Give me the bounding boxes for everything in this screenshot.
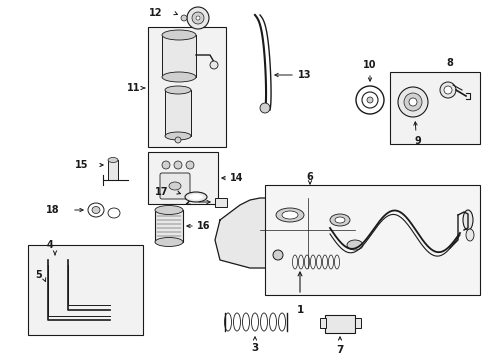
- Circle shape: [162, 161, 170, 169]
- Text: 3: 3: [251, 343, 258, 353]
- Text: 8: 8: [446, 58, 452, 68]
- Text: 5: 5: [35, 270, 42, 280]
- Text: 12: 12: [148, 8, 162, 18]
- Text: 9: 9: [414, 136, 421, 146]
- Ellipse shape: [164, 132, 191, 140]
- Ellipse shape: [162, 72, 196, 82]
- Ellipse shape: [465, 229, 473, 241]
- Ellipse shape: [462, 210, 472, 230]
- Circle shape: [185, 161, 194, 169]
- Ellipse shape: [184, 192, 206, 202]
- Bar: [354, 318, 360, 328]
- Ellipse shape: [92, 207, 100, 213]
- Bar: [28, 245, 142, 335]
- Circle shape: [181, 15, 186, 21]
- Text: 18: 18: [46, 205, 60, 215]
- Ellipse shape: [162, 30, 196, 40]
- Circle shape: [196, 16, 200, 20]
- Text: 11: 11: [126, 83, 140, 93]
- Ellipse shape: [155, 238, 183, 247]
- Ellipse shape: [155, 206, 183, 215]
- Text: 15: 15: [74, 160, 88, 170]
- Bar: [164, 90, 191, 136]
- Circle shape: [186, 7, 208, 29]
- Ellipse shape: [334, 217, 345, 223]
- Bar: [108, 160, 118, 180]
- Circle shape: [272, 250, 283, 260]
- Ellipse shape: [275, 208, 304, 222]
- Circle shape: [403, 93, 421, 111]
- Text: 13: 13: [297, 70, 311, 80]
- Ellipse shape: [169, 182, 181, 190]
- Circle shape: [260, 103, 269, 113]
- Bar: [389, 72, 479, 144]
- Bar: [325, 315, 354, 333]
- Ellipse shape: [282, 211, 297, 219]
- Text: 1: 1: [296, 305, 303, 315]
- Text: 10: 10: [363, 60, 376, 70]
- Text: 14: 14: [229, 173, 243, 183]
- Circle shape: [408, 98, 416, 106]
- Circle shape: [397, 87, 427, 117]
- Bar: [264, 185, 479, 295]
- Circle shape: [366, 97, 372, 103]
- Bar: [319, 318, 325, 328]
- Polygon shape: [215, 198, 374, 268]
- Text: 7: 7: [336, 345, 343, 355]
- FancyBboxPatch shape: [160, 173, 190, 199]
- Text: 16: 16: [197, 221, 210, 231]
- Circle shape: [209, 61, 218, 69]
- Circle shape: [192, 12, 203, 24]
- Ellipse shape: [108, 158, 118, 162]
- Bar: [215, 198, 226, 207]
- Ellipse shape: [189, 194, 202, 199]
- Text: 6: 6: [306, 172, 313, 182]
- Circle shape: [443, 86, 451, 94]
- Circle shape: [175, 137, 181, 143]
- Text: 17: 17: [154, 187, 168, 197]
- Bar: [162, 35, 196, 77]
- Text: 2: 2: [184, 197, 191, 207]
- Bar: [148, 27, 225, 147]
- Bar: [155, 210, 183, 242]
- Ellipse shape: [346, 240, 362, 250]
- Text: 4: 4: [46, 240, 53, 250]
- Bar: [148, 152, 218, 204]
- Circle shape: [174, 161, 182, 169]
- Circle shape: [439, 82, 455, 98]
- Ellipse shape: [164, 86, 191, 94]
- Ellipse shape: [329, 214, 349, 226]
